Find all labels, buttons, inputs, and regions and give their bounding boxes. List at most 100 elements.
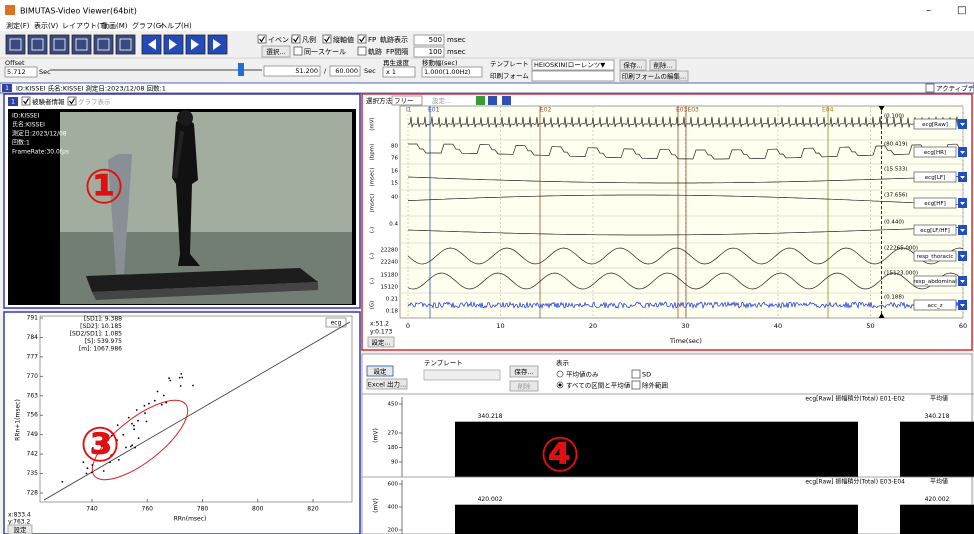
checkbox[interactable] xyxy=(322,34,332,44)
menu-item[interactable]: レイアウト(T) xyxy=(62,22,107,30)
input-box[interactable] xyxy=(413,46,445,58)
label: テンプレート xyxy=(490,60,529,68)
person-arm xyxy=(172,130,184,178)
channel-name[interactable]: ecg[Raw] xyxy=(922,122,948,128)
channel-button[interactable] xyxy=(913,299,957,311)
scatter-point xyxy=(169,379,172,382)
tool-button[interactable] xyxy=(476,96,485,105)
tool-button[interactable] xyxy=(27,34,48,55)
tool-button[interactable] xyxy=(5,34,26,55)
checkbox[interactable] xyxy=(21,96,31,106)
button[interactable] xyxy=(7,524,33,534)
checkbox[interactable] xyxy=(357,34,367,44)
input-box[interactable] xyxy=(4,66,38,78)
channel-button[interactable] xyxy=(913,171,957,183)
input-box[interactable] xyxy=(531,59,615,71)
template-select[interactable] xyxy=(423,369,501,381)
label[interactable]: すべての区間と平均値 xyxy=(566,381,631,390)
menu-item[interactable]: 表示(V) xyxy=(34,21,59,30)
scatter-point xyxy=(82,461,85,464)
checkbox[interactable] xyxy=(67,96,77,106)
menu-item[interactable]: グラフ(G) xyxy=(132,21,164,30)
channel-name[interactable]: ecg[LF/HF] xyxy=(920,228,950,234)
tool-button[interactable] xyxy=(502,96,511,105)
input-box[interactable] xyxy=(329,65,361,77)
button[interactable] xyxy=(619,59,647,71)
button-label[interactable]: 選択... xyxy=(266,47,285,56)
button[interactable] xyxy=(619,70,689,82)
button[interactable] xyxy=(261,45,291,58)
channel-button[interactable] xyxy=(913,197,957,209)
unit-label: (-) xyxy=(370,253,376,259)
button[interactable] xyxy=(509,380,539,392)
label[interactable]: 設定... xyxy=(432,96,451,105)
input-box[interactable] xyxy=(391,95,423,106)
channel-name[interactable]: ecg[HF] xyxy=(924,201,946,207)
channel-name[interactable]: resp_thoracic xyxy=(917,254,954,260)
checkbox[interactable] xyxy=(631,369,641,379)
tool-button[interactable] xyxy=(71,34,92,55)
button[interactable] xyxy=(366,365,394,377)
channel-button[interactable] xyxy=(913,118,957,130)
channel-button[interactable] xyxy=(913,275,957,287)
scatter-point xyxy=(143,404,146,407)
button-label[interactable]: 保存... xyxy=(623,61,642,70)
tool-button[interactable] xyxy=(488,96,497,105)
maximize-button[interactable]: □ xyxy=(957,5,966,16)
checkbox[interactable] xyxy=(631,380,641,390)
label: 軌跡 xyxy=(368,47,382,56)
button-label[interactable]: 印刷フォームの編集... xyxy=(622,72,687,81)
checkbox[interactable] xyxy=(925,83,935,93)
input-box[interactable] xyxy=(421,66,483,78)
scatter-point xyxy=(131,422,133,425)
channel-name[interactable]: acc_z xyxy=(927,303,942,309)
button-label[interactable]: 削除... xyxy=(653,61,672,70)
channel-button[interactable] xyxy=(913,250,957,262)
checkbox[interactable] xyxy=(357,46,367,56)
channel-button[interactable] xyxy=(913,224,957,236)
button-label[interactable]: 削除 xyxy=(518,382,532,391)
button-label[interactable]: Excel 出力... xyxy=(368,380,406,389)
button[interactable] xyxy=(366,378,408,390)
index-badge xyxy=(8,97,18,106)
channel-button[interactable] xyxy=(913,146,957,158)
menu-item[interactable]: 動画(M) xyxy=(102,21,128,30)
value-label: 420.002 xyxy=(478,496,503,503)
checkbox[interactable] xyxy=(257,34,267,44)
checkbox[interactable] xyxy=(293,46,303,56)
input-box[interactable] xyxy=(531,70,615,82)
title-bar xyxy=(0,0,974,20)
y-tick-label: 763 xyxy=(27,392,39,399)
button[interactable] xyxy=(509,365,539,378)
menu-item[interactable]: 測定(F) xyxy=(6,21,30,30)
tool-button[interactable] xyxy=(115,34,136,55)
channel-name[interactable]: resp_abdominal xyxy=(913,279,957,285)
checkbox[interactable] xyxy=(291,34,301,44)
button-label[interactable]: 設定 xyxy=(374,367,388,376)
tool-button[interactable] xyxy=(93,34,114,55)
y-tick-label: 791 xyxy=(27,315,39,322)
button-label[interactable]: 保存... xyxy=(514,367,533,376)
input-box[interactable] xyxy=(263,65,321,77)
input-box[interactable] xyxy=(382,66,416,78)
button[interactable] xyxy=(649,59,677,71)
label: msec xyxy=(447,48,466,56)
dropdown-arrow xyxy=(960,151,965,154)
input-box[interactable] xyxy=(413,34,445,46)
callout-badge: ③ xyxy=(80,417,121,473)
channel-name[interactable]: ecg[LF] xyxy=(925,175,945,181)
button-label[interactable]: 設定... xyxy=(371,338,390,347)
tool-button[interactable] xyxy=(49,34,70,55)
button-label[interactable]: 設定 xyxy=(14,525,28,534)
radio[interactable] xyxy=(556,370,564,378)
channel-name[interactable]: ecg[HR] xyxy=(924,150,946,156)
menu-item[interactable]: ヘルプ(H) xyxy=(160,22,192,30)
person-head xyxy=(177,110,193,126)
label[interactable]: 平均値のみ xyxy=(566,370,599,379)
x-axis-label: Time(sec) xyxy=(669,337,702,345)
button[interactable] xyxy=(367,336,395,348)
minimize-button[interactable]: – xyxy=(926,5,931,16)
scatter-point xyxy=(148,402,150,405)
channel-value: (15.533) xyxy=(884,167,908,173)
slider-thumb[interactable] xyxy=(238,63,244,76)
